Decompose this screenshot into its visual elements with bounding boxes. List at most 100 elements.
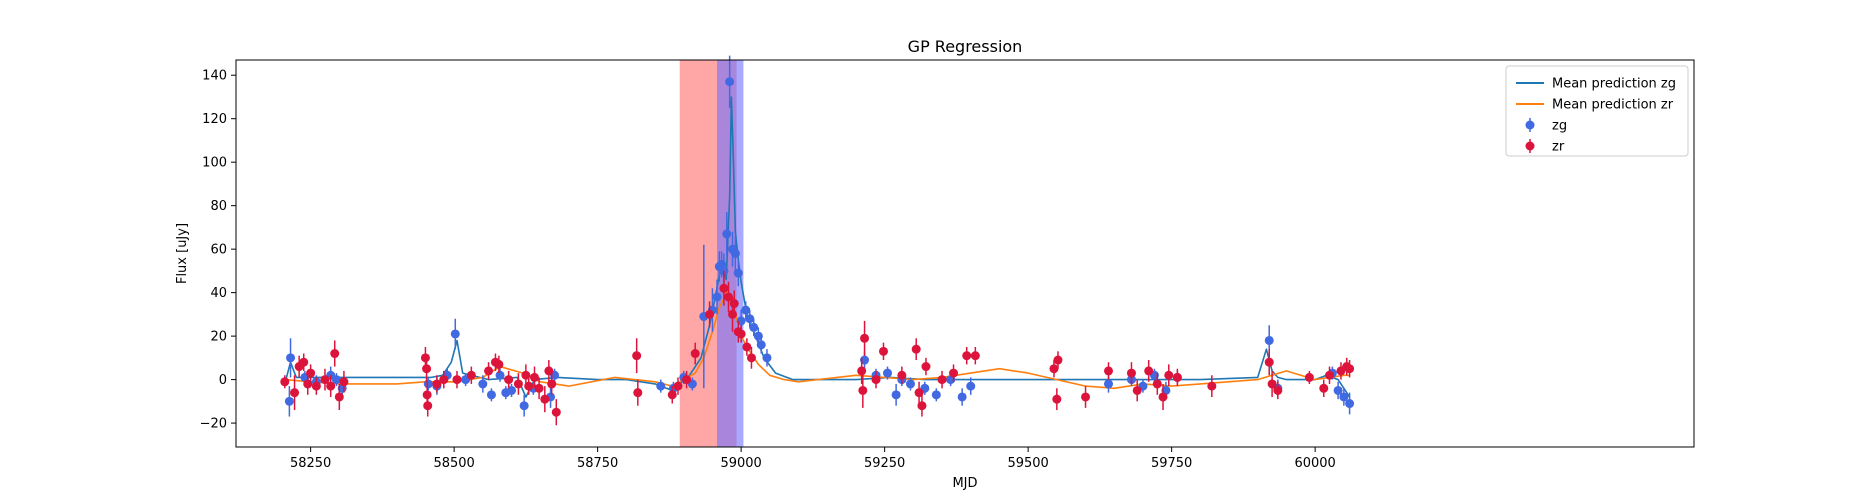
marker: [1304, 372, 1314, 382]
x-tick-label: 58500: [433, 456, 474, 471]
data-point-zg: [519, 394, 529, 417]
data-point-zr: [1132, 379, 1142, 402]
marker: [762, 353, 772, 363]
data-point-zg: [745, 310, 755, 328]
marker: [937, 375, 947, 385]
marker: [519, 401, 529, 411]
marker: [1052, 394, 1062, 404]
marker: [1345, 364, 1355, 374]
data-point-zg: [725, 55, 735, 108]
marker: [719, 283, 729, 293]
data-point-zr: [432, 375, 442, 393]
data-point-zr: [1164, 364, 1174, 387]
marker: [1081, 392, 1091, 402]
marker: [513, 379, 523, 389]
marker: [478, 379, 488, 389]
data-point-zr: [917, 394, 927, 417]
legend-item: Mean prediction zg: [1516, 77, 1676, 92]
marker: [286, 353, 296, 363]
marker: [962, 351, 972, 361]
marker: [921, 362, 931, 372]
marker: [299, 357, 309, 367]
data-point-zr: [452, 370, 462, 389]
legend-label: zr: [1552, 140, 1565, 155]
marker: [484, 366, 494, 376]
marker: [1345, 399, 1355, 409]
marker: [450, 329, 460, 339]
marker: [970, 351, 980, 361]
marker: [423, 379, 433, 389]
marker: [339, 377, 349, 387]
data-point-zr: [871, 370, 881, 389]
marker: [331, 375, 341, 385]
data-point-zg: [931, 388, 941, 402]
marker: [690, 349, 700, 359]
marker: [871, 375, 881, 385]
marker: [1172, 372, 1182, 382]
data-point-zr: [334, 383, 344, 411]
data-point-zr: [422, 355, 432, 382]
marker: [280, 377, 290, 387]
y-tick-label: −20: [200, 417, 227, 432]
x-tick-label: 60000: [1294, 456, 1335, 471]
marker: [742, 342, 752, 352]
marker: [284, 396, 294, 406]
x-tick-label: 58250: [290, 456, 331, 471]
data-point-zr: [724, 281, 734, 313]
data-point-zr: [962, 346, 972, 365]
marker: [330, 349, 340, 359]
data-point-zr: [1273, 381, 1283, 400]
marker: [1158, 392, 1168, 402]
data-point-zr: [1304, 370, 1314, 384]
data-point-zg: [286, 338, 296, 378]
legend-label: Mean prediction zr: [1552, 98, 1674, 113]
marker: [1264, 357, 1274, 367]
data-point-zr: [326, 375, 336, 397]
data-point-zr: [690, 342, 700, 365]
marker: [891, 390, 901, 400]
x-tick-label: 59750: [1151, 456, 1192, 471]
data-point-zr: [1053, 351, 1063, 369]
legend-swatch: [1525, 141, 1535, 151]
marker: [966, 381, 976, 391]
data-point-zr: [320, 368, 330, 391]
y-axis-label: Flux [uJy]: [175, 223, 190, 284]
marker: [736, 329, 746, 339]
marker: [1104, 379, 1114, 389]
data-point-zr: [534, 377, 544, 400]
marker: [756, 340, 766, 350]
data-point-zr: [1158, 383, 1168, 411]
marker: [334, 392, 344, 402]
marker: [524, 381, 534, 391]
data-point-zr: [290, 375, 300, 411]
data-point-zr: [682, 370, 692, 389]
legend-item: zg: [1525, 118, 1567, 134]
marker: [495, 370, 505, 380]
marker: [452, 375, 462, 385]
y-tick-label: 140: [202, 69, 227, 84]
data-point-zr: [513, 373, 523, 395]
data-point-zr: [632, 338, 642, 374]
data-point-zg: [966, 377, 976, 395]
data-point-zr: [280, 375, 290, 389]
y-tick-label: 120: [202, 112, 227, 127]
data-point-zr: [858, 373, 868, 408]
data-point-zr: [949, 364, 959, 382]
data-point-zr: [1152, 373, 1162, 395]
data-point-zr: [311, 377, 321, 395]
marker: [326, 381, 336, 391]
data-point-zg: [905, 377, 915, 391]
data-point-zg: [741, 301, 751, 319]
y-tick-label: 0: [219, 373, 227, 388]
legend-item: Mean prediction zr: [1516, 98, 1674, 113]
marker: [741, 305, 751, 315]
data-point-zr: [494, 355, 504, 374]
marker: [1152, 379, 1162, 389]
data-point-zr: [1172, 368, 1182, 387]
data-point-zg: [733, 260, 743, 287]
data-point-zr: [1126, 362, 1136, 384]
mean-prediction-lines: [284, 96, 1351, 398]
legend-item: zr: [1525, 139, 1565, 155]
data-point-zr: [667, 386, 677, 404]
